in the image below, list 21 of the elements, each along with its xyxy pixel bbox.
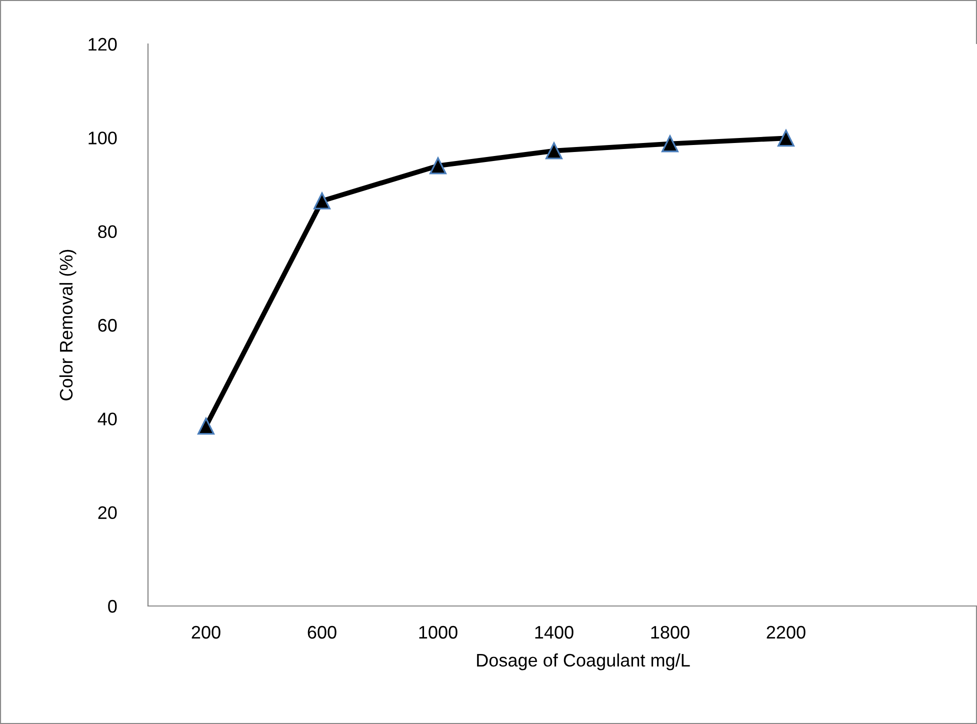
point (778, 130, 794, 147)
x-tick-label: 1000 (419, 626, 458, 639)
point (430, 157, 446, 174)
x-tick-label: 1800 (651, 626, 690, 639)
x-tick-label: 200 (192, 626, 220, 639)
x-axis-title: Dosage of Coagulant mg/L (477, 653, 690, 670)
x-tick-label: 1400 (535, 626, 574, 639)
y-tick-label: 20 (98, 506, 117, 520)
point (314, 192, 330, 210)
x-tick-label: 2200 (766, 626, 806, 639)
point (662, 135, 678, 152)
y-tick-label: 100 (88, 132, 117, 144)
point (546, 142, 562, 160)
y-axis-title: Color Removal (%) (59, 250, 76, 400)
x-tick-label: 600 (308, 626, 336, 639)
y-tick-label: 80 (98, 225, 117, 238)
y-tick-label: 40 (98, 412, 117, 426)
y-tick-label: 0 (108, 600, 117, 613)
point (198, 418, 214, 435)
y-tick-label: 60 (98, 318, 117, 332)
y-tick-label: 120 (88, 38, 117, 51)
